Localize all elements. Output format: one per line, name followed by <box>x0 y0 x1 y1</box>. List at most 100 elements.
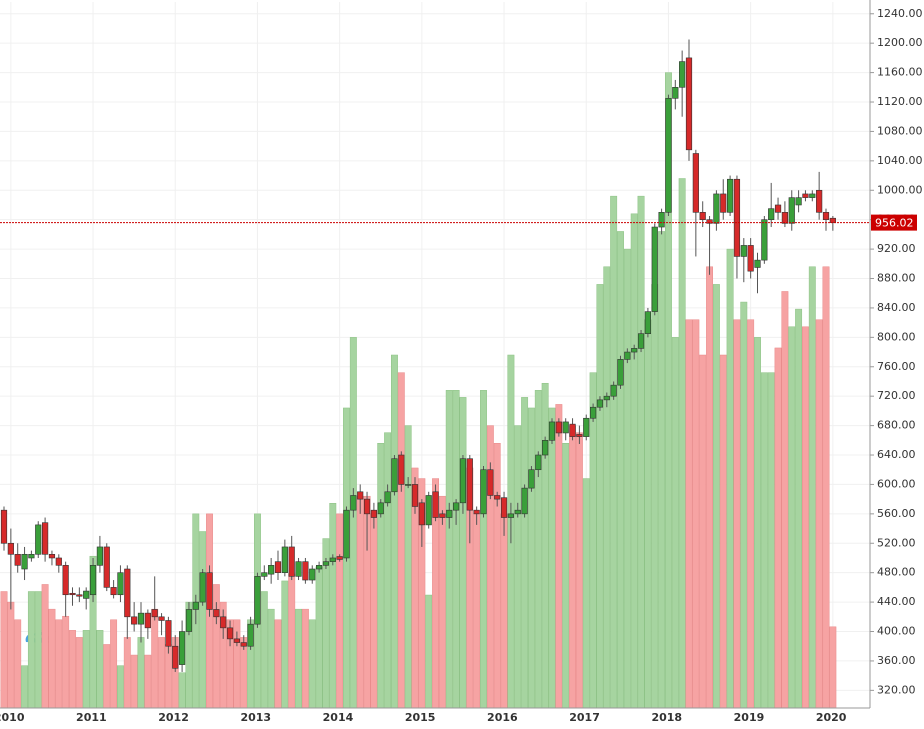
candle-body <box>583 417 590 437</box>
candle-body <box>514 509 521 515</box>
candle-body <box>281 546 288 573</box>
candle-body <box>131 616 138 625</box>
candle-body <box>816 189 823 213</box>
candle-body <box>261 572 268 577</box>
volume-bar <box>678 178 686 709</box>
candle-body <box>179 631 186 665</box>
candle-body <box>350 495 357 511</box>
y-tick-label: 480.00 <box>877 566 916 579</box>
volume-bar <box>760 372 768 709</box>
candle-body <box>452 502 460 511</box>
volume-bar <box>658 231 666 709</box>
candle-body <box>768 208 775 220</box>
volume-bar <box>144 654 152 709</box>
y-tick-label: 1080.00 <box>877 124 923 137</box>
volume-bar <box>288 573 296 709</box>
volume-bar <box>130 654 138 709</box>
candle-body <box>548 421 556 441</box>
volume-bar <box>740 301 748 709</box>
candle-body <box>309 568 316 581</box>
candle-body <box>144 612 151 629</box>
candle-body <box>89 565 97 596</box>
volume-bar <box>452 390 460 709</box>
x-tick-label: 2012 <box>158 711 189 724</box>
volume-bar <box>569 425 576 709</box>
volume-bar <box>822 266 830 709</box>
candle-body <box>137 612 145 625</box>
volume-bar <box>802 326 809 709</box>
candle-body <box>206 572 213 610</box>
volume-bar <box>575 432 583 709</box>
volume-bar <box>754 337 761 709</box>
candle-body <box>672 87 679 99</box>
candle-body <box>62 565 69 596</box>
candle-body <box>288 546 295 577</box>
volume-bar <box>685 319 693 709</box>
y-tick-label: 400.00 <box>877 625 916 638</box>
volume-bar <box>781 291 789 709</box>
volume-bar <box>706 266 713 709</box>
volume-bar <box>123 637 131 709</box>
volume-bar <box>788 326 796 709</box>
volume-bar <box>356 495 364 709</box>
volume-bar <box>274 619 282 709</box>
volume-bar <box>733 319 741 709</box>
candle-body <box>110 587 117 596</box>
volume-bar <box>425 594 433 709</box>
y-tick-label: 1120.00 <box>877 95 923 108</box>
candle-body <box>96 546 103 566</box>
candle-body <box>459 458 467 504</box>
candle-body <box>781 212 788 224</box>
volume-bar <box>582 478 590 709</box>
volume-bar <box>445 390 453 709</box>
volume-bar <box>48 608 56 709</box>
candle-body <box>651 226 658 312</box>
candle-body <box>596 399 604 408</box>
candle-body <box>822 212 830 220</box>
volume-bar <box>637 195 645 709</box>
volume-bar <box>699 354 707 709</box>
candle-body <box>240 642 247 647</box>
x-tick-label: 2016 <box>487 711 518 724</box>
y-tick-label: 360.00 <box>877 654 916 667</box>
x-tick-label: 2011 <box>76 711 107 724</box>
candle-body <box>466 458 473 511</box>
candle-body <box>398 454 405 485</box>
volume-bar <box>41 584 49 709</box>
volume-bar <box>589 372 597 709</box>
volume-bar <box>596 284 604 709</box>
candle-body <box>7 542 14 555</box>
volume-bar <box>55 619 63 709</box>
volume-bar <box>281 580 289 709</box>
volume-bar <box>117 665 124 709</box>
candle-body <box>14 553 21 566</box>
candle-body <box>699 212 706 220</box>
candle-body <box>713 193 720 224</box>
candle-body <box>199 572 206 603</box>
candle-body <box>610 384 617 397</box>
candle-body <box>507 513 515 518</box>
volume-bar <box>480 390 487 709</box>
candle-body <box>302 561 309 581</box>
volume-bar <box>267 608 275 709</box>
volume-bar <box>630 213 638 709</box>
y-tick-label: 840.00 <box>877 301 916 314</box>
candle-body <box>336 556 343 560</box>
volume-bar <box>103 644 111 709</box>
volume-bar <box>75 637 83 709</box>
volume-bar <box>384 432 392 709</box>
candle-body <box>569 423 576 437</box>
candle-body <box>28 553 35 559</box>
candle-body <box>740 245 747 257</box>
candle-body <box>487 469 494 496</box>
volume-bar <box>391 354 398 709</box>
y-tick-label: 680.00 <box>877 419 916 432</box>
volume-bar <box>260 591 268 709</box>
candle-body <box>55 557 62 566</box>
candle-body <box>617 359 624 386</box>
candle-body <box>535 454 542 471</box>
volume-bar <box>459 397 467 709</box>
candle-body <box>589 406 597 419</box>
candle-body <box>802 193 809 198</box>
candle-body <box>151 609 158 618</box>
